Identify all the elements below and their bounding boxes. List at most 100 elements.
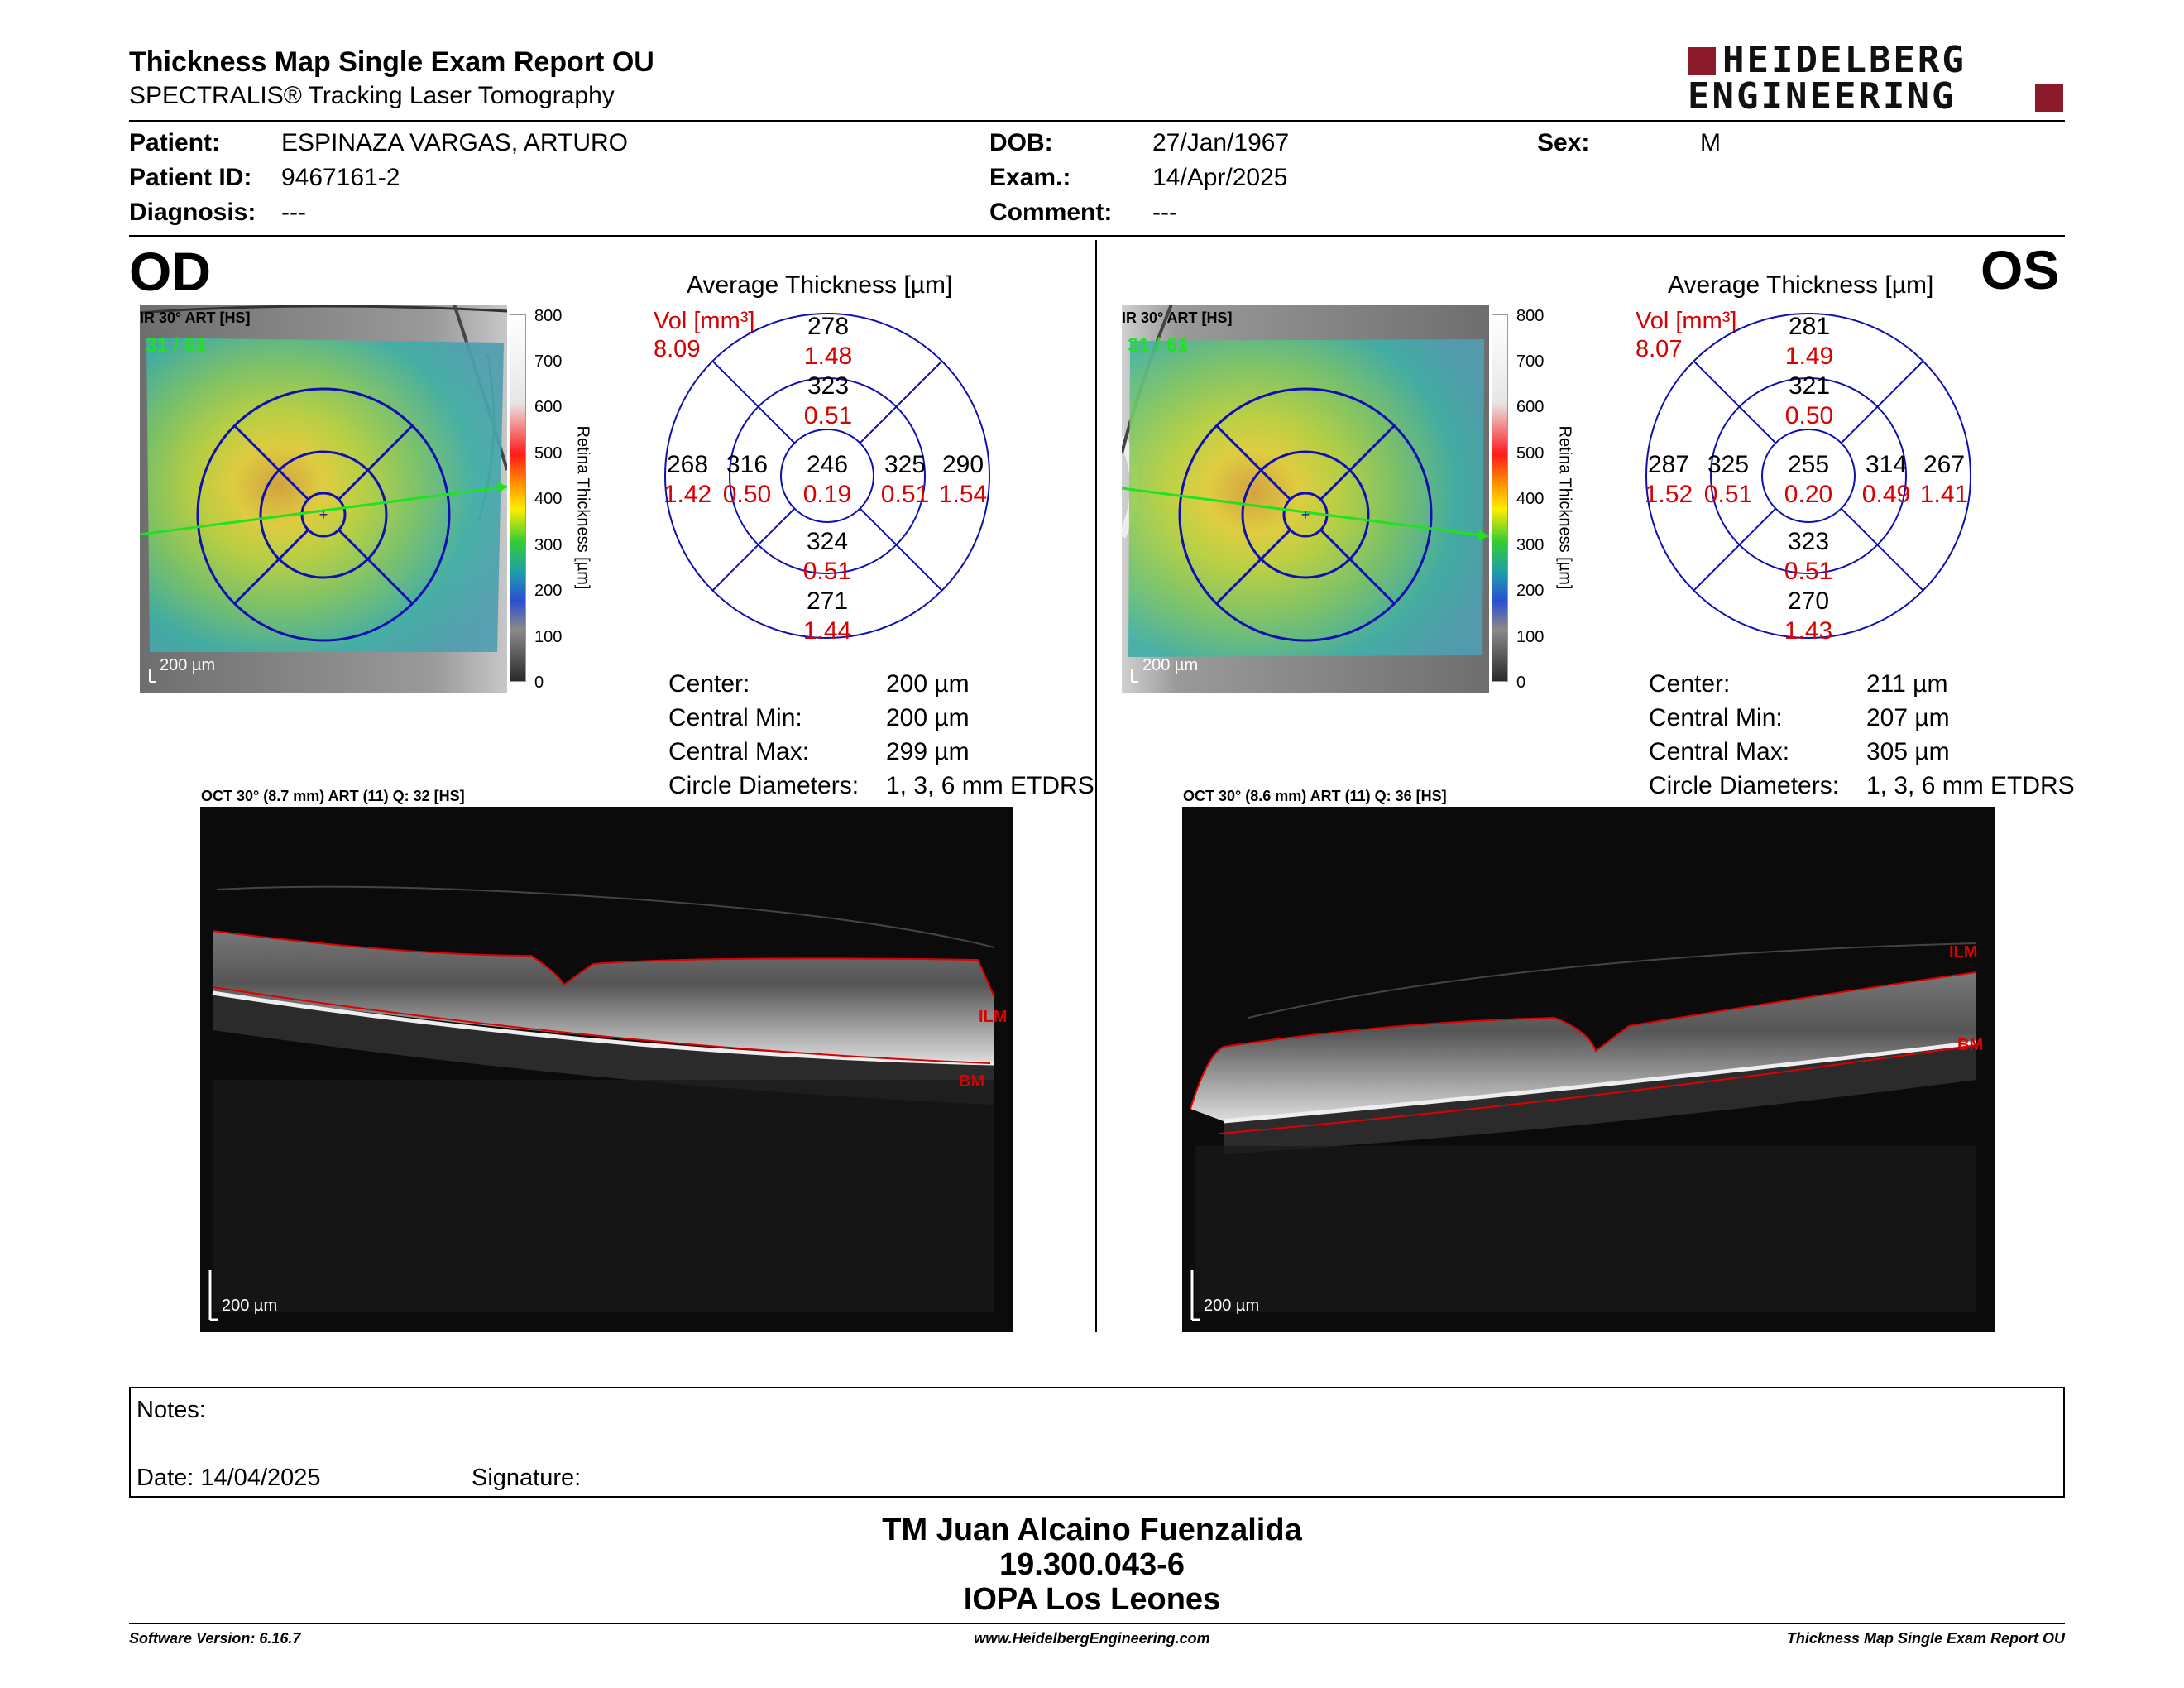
od-oct-scale: 200 µm [222, 1297, 278, 1315]
tick: 500 [1516, 444, 1545, 463]
od-eye-label: OD [129, 241, 211, 302]
od-oct-scan [200, 807, 1013, 1332]
os-circ-value: 1, 3, 6 mm ETDRS [1866, 772, 2075, 799]
tick: 800 [534, 307, 563, 325]
od-vol-total: 8.09 [654, 336, 701, 362]
comment-value: --- [1152, 199, 1177, 226]
patient-value: ESPINAZA VARGAS, ARTURO [281, 129, 629, 156]
os-outer-top-vol: 1.49 [1784, 343, 1834, 370]
od-center-vol: 0.19 [802, 481, 852, 508]
od-avg-title: Average Thickness [µm] [687, 271, 953, 299]
tick: 800 [1516, 307, 1545, 325]
website-link[interactable]: www.HeidelbergEngineering.com [974, 1630, 1210, 1647]
tick: 100 [534, 628, 563, 646]
os-center-vol: 0.20 [1784, 481, 1833, 508]
os-oct-scan [1182, 807, 1995, 1332]
tick: 700 [1516, 352, 1545, 371]
os-frames-label: 31 / 61 [1128, 334, 1189, 357]
os-fundus-map: + [1118, 304, 1490, 693]
os-outer-right-vol: 1.41 [1919, 481, 1969, 508]
od-vol-label: Vol [mm³] [654, 308, 755, 334]
comment-label: Comment: [989, 199, 1113, 226]
od-circ-value: 1, 3, 6 mm ETDRS [886, 772, 1094, 799]
od-outer-bottom-vol: 1.44 [802, 617, 852, 645]
dob-label: DOB: [989, 129, 1053, 156]
logo-line-1: HEIDELBERG [1722, 39, 1966, 81]
os-circ-label: Circle Diameters: [1649, 772, 1840, 799]
od-frames-label: 31 / 61 [146, 334, 207, 357]
os-outer-bottom-vol: 1.43 [1784, 617, 1833, 645]
od-outer-left: 268 [666, 451, 709, 478]
tick: 200 [534, 582, 563, 600]
report-subtitle: SPECTRALIS® Tracking Laser Tomography [129, 82, 615, 109]
od-inner-bottom-vol: 0.51 [802, 558, 852, 585]
od-colorbar-title: Retina Thickness [µm] [573, 425, 592, 590]
os-min-value: 207 µm [1866, 704, 1950, 731]
os-colorbar-title: Retina Thickness [µm] [1555, 425, 1574, 590]
exam-value: 14/Apr/2025 [1152, 164, 1288, 191]
od-center-value: 200 µm [886, 670, 970, 698]
os-outer-right: 267 [1923, 451, 1966, 478]
exam-label: Exam.: [989, 164, 1071, 191]
notes-box[interactable] [129, 1387, 2065, 1498]
eye-divider [1095, 240, 1097, 1332]
os-max-value: 305 µm [1866, 738, 1950, 765]
software-version: Software Version: 6.16.7 [129, 1630, 301, 1647]
od-bm-label: BM [959, 1072, 985, 1091]
tick: 500 [534, 444, 563, 463]
tick: 0 [1516, 674, 1526, 692]
tick: 300 [1516, 536, 1545, 554]
tick: 600 [534, 398, 563, 416]
tick: 200 [1516, 582, 1545, 600]
os-min-label: Central Min: [1649, 704, 1783, 731]
od-min-label: Central Min: [668, 704, 802, 731]
os-inner-top: 321 [1788, 372, 1831, 400]
tick: 700 [534, 352, 563, 371]
od-inner-top: 323 [807, 372, 850, 400]
report-title: Thickness Map Single Exam Report OU [129, 46, 654, 78]
os-oct-label: OCT 30° (8.6 mm) ART (11) Q: 36 [HS] [1183, 788, 1447, 804]
os-outer-bottom: 270 [1787, 587, 1830, 615]
sex-value: M [1700, 129, 1721, 156]
tick: 400 [534, 490, 563, 508]
os-eye-label: OS [1980, 239, 2060, 300]
tick: 600 [1516, 398, 1545, 416]
od-outer-top-vol: 1.48 [803, 343, 853, 370]
os-oct-scale: 200 µm [1204, 1297, 1260, 1315]
os-inner-top-vol: 0.50 [1784, 402, 1834, 429]
od-map-scale: 200 µm [160, 656, 216, 674]
footer-divider [129, 1623, 2065, 1624]
os-etdrs-grid [1635, 302, 1982, 650]
od-outer-top: 278 [807, 313, 850, 340]
os-center-value: 211 µm [1866, 670, 1948, 698]
od-circ-label: Circle Diameters: [668, 772, 860, 799]
signer-id: 19.300.043-6 [999, 1547, 1185, 1582]
os-center-label: Center: [1649, 670, 1731, 698]
od-inner-right: 325 [884, 451, 927, 478]
os-colorbar-ticks: 800 700 600 500 400 300 200 100 0 [1516, 307, 1549, 692]
sex-label: Sex: [1537, 129, 1590, 156]
footer-report-name: Thickness Map Single Exam Report OU [1786, 1630, 2065, 1647]
os-ilm-label: ILM [1949, 943, 1978, 961]
od-etdrs-grid [654, 302, 1001, 650]
od-inner-right-vol: 0.51 [880, 481, 930, 508]
od-inner-left: 316 [726, 451, 769, 478]
logo-line-2: ENGINEERING [1688, 75, 1956, 117]
os-outer-left-vol: 1.52 [1644, 481, 1693, 508]
os-center: 255 [1787, 451, 1830, 478]
od-min-value: 200 µm [886, 704, 970, 731]
os-outer-left: 287 [1647, 451, 1690, 478]
od-colorbar [510, 314, 526, 682]
tick: 300 [534, 536, 563, 554]
dob-value: 27/Jan/1967 [1152, 129, 1290, 156]
os-inner-bottom-vol: 0.51 [1784, 558, 1833, 585]
os-colorbar [1492, 314, 1508, 682]
od-colorbar-ticks: 800 700 600 500 400 300 200 100 0 [534, 307, 568, 692]
os-inner-left: 325 [1707, 451, 1750, 478]
date-label: Date: 14/04/2025 [136, 1465, 321, 1491]
od-ir-label: IR 30° ART [HS] [140, 309, 251, 326]
diagnosis-value: --- [281, 199, 306, 226]
os-max-label: Central Max: [1649, 738, 1790, 765]
tick: 0 [534, 674, 544, 692]
signer-name: TM Juan Alcaino Fuenzalida [882, 1513, 1302, 1547]
